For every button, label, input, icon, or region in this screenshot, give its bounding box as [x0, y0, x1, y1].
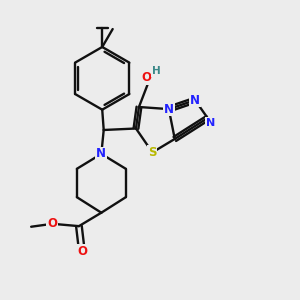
Text: N: N	[164, 103, 174, 116]
Text: S: S	[148, 146, 157, 159]
Text: N: N	[206, 118, 215, 128]
Text: N: N	[96, 147, 106, 161]
Text: O: O	[141, 71, 152, 84]
Text: N: N	[190, 94, 200, 106]
Text: O: O	[77, 245, 87, 258]
Text: H: H	[152, 66, 161, 76]
Text: O: O	[47, 217, 57, 230]
